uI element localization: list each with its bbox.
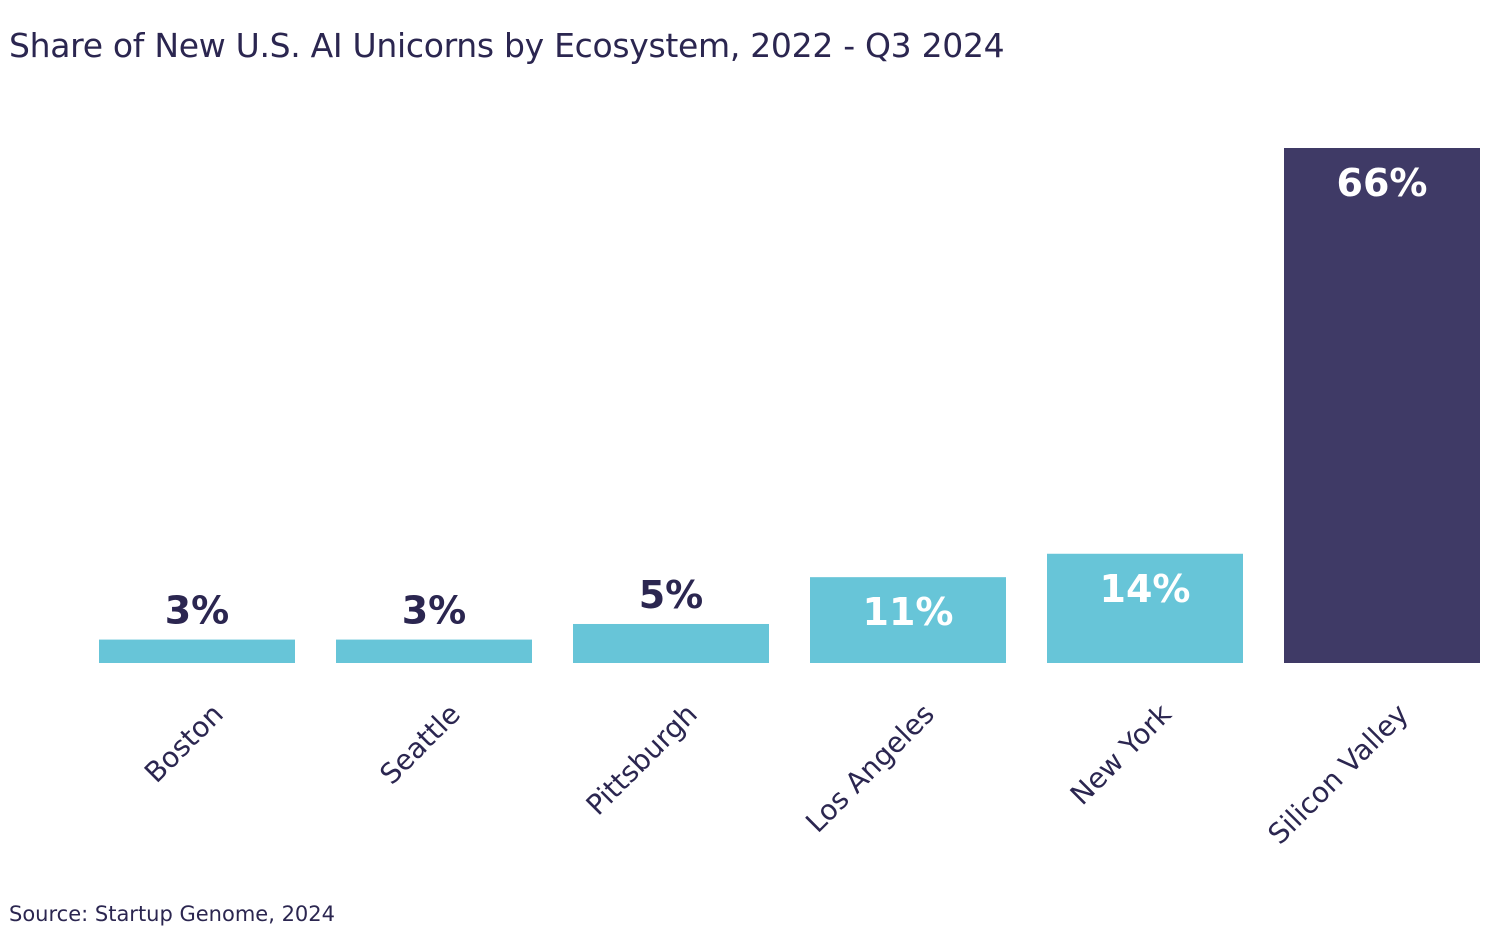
x-tick-label: Silicon Valley: [1262, 697, 1415, 850]
bar-boston: [99, 639, 295, 663]
x-tick-label: Boston: [138, 697, 230, 789]
bar-seattle: [336, 639, 532, 663]
bars-group: [99, 148, 1480, 663]
x-tick-label: Los Angeles: [799, 697, 941, 839]
chart-title: Share of New U.S. AI Unicorns by Ecosyst…: [9, 26, 1005, 65]
x-tick-label: Pittsburgh: [580, 697, 704, 821]
x-tick-label: New York: [1064, 697, 1179, 812]
bar-los-angeles: [810, 577, 1006, 663]
data-label: 3%: [402, 589, 467, 633]
data-label: 3%: [165, 589, 230, 633]
source-note: Source: Startup Genome, 2024: [9, 902, 336, 926]
data-label: 11%: [863, 590, 954, 634]
data-label: 14%: [1100, 567, 1191, 611]
bar-silicon-valley: [1284, 148, 1480, 663]
x-tick-labels-group: Boston Seattle Pittsburgh Los Angeles New Yo…: [138, 697, 1415, 851]
data-labels-group: 3% 3% 5% 11% 14% 66%: [165, 161, 1428, 634]
data-label: 66%: [1337, 161, 1428, 205]
bar-pittsburgh: [573, 623, 769, 663]
data-label: 5%: [639, 573, 704, 617]
x-tick-label: Seattle: [373, 697, 466, 790]
bar-new-york: [1047, 553, 1243, 663]
